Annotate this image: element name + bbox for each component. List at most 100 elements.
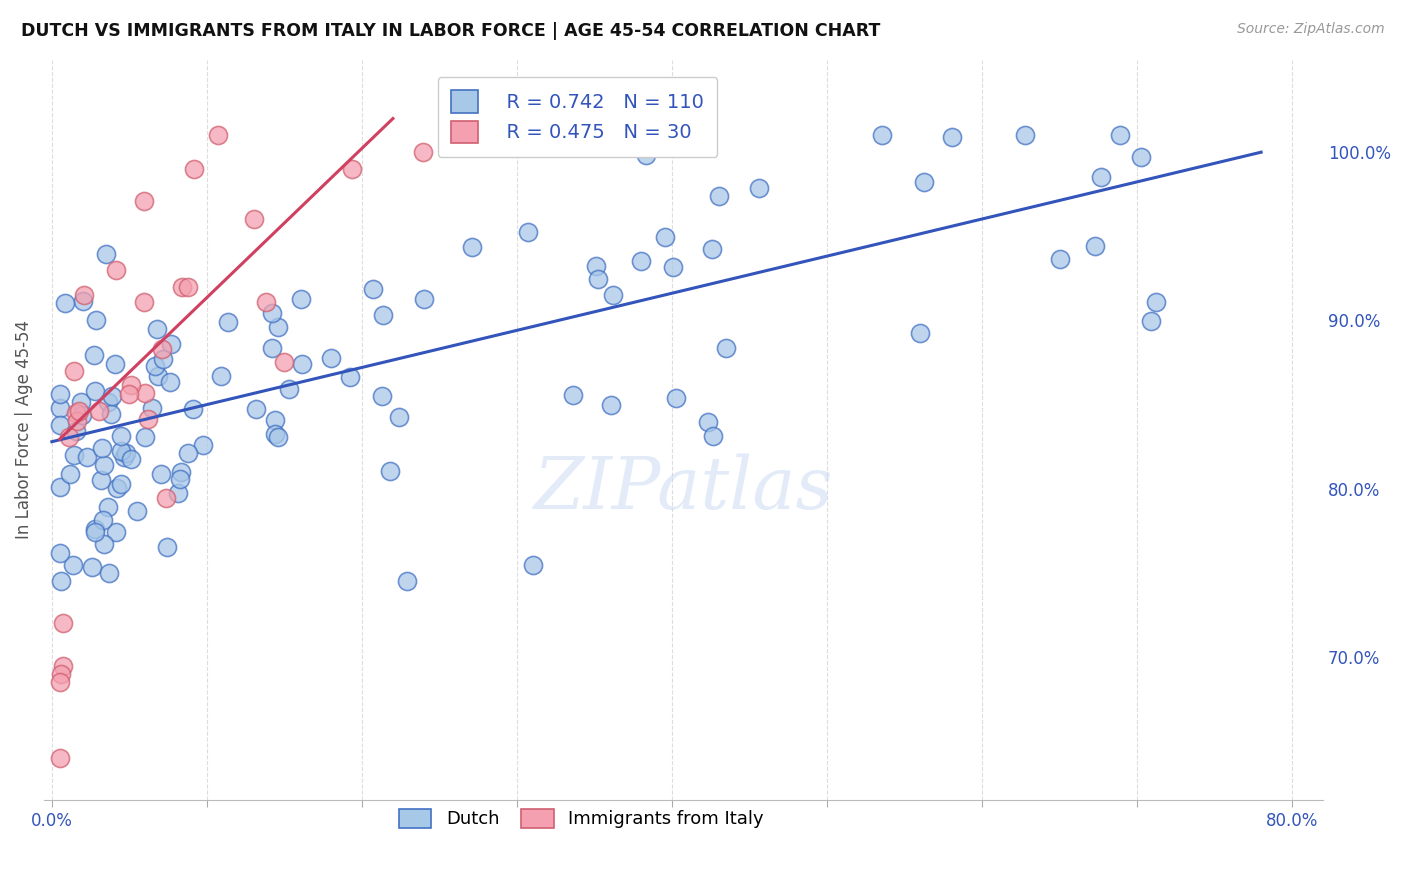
Point: [49, 667, 72, 681]
Point: [562, 388, 585, 402]
Point: [58, 430, 80, 444]
Point: [62, 558, 84, 572]
Point: [586, 271, 609, 285]
Point: [1049, 252, 1071, 266]
Point: [84, 524, 107, 539]
Point: [120, 451, 142, 466]
Point: [245, 402, 267, 417]
Point: [82, 560, 104, 574]
Point: [127, 504, 149, 518]
Point: [170, 280, 193, 294]
Point: [262, 306, 284, 320]
Point: [152, 352, 174, 367]
Point: [52, 616, 75, 631]
Point: [70, 394, 93, 409]
Point: [378, 464, 401, 478]
Point: [63, 448, 86, 462]
Point: [91, 513, 114, 527]
Point: [48, 675, 70, 690]
Point: [273, 355, 295, 369]
Point: [110, 477, 132, 491]
Point: [373, 308, 395, 322]
Point: [177, 445, 200, 459]
Point: [143, 359, 166, 373]
Point: [585, 259, 607, 273]
Point: [104, 263, 127, 277]
Point: [98, 566, 121, 580]
Point: [134, 386, 156, 401]
Point: [59, 467, 82, 482]
Point: [267, 319, 290, 334]
Point: [146, 369, 169, 384]
Point: [714, 341, 737, 355]
Point: [83, 348, 105, 362]
Point: [340, 161, 363, 176]
Point: [110, 429, 132, 443]
Point: [48, 546, 70, 560]
Point: [141, 401, 163, 415]
Point: [146, 322, 169, 336]
Point: [90, 474, 112, 488]
Point: [181, 401, 204, 416]
Point: [90, 441, 112, 455]
Point: [156, 540, 179, 554]
Point: [48, 417, 70, 432]
Point: [65, 406, 87, 420]
Point: [169, 472, 191, 486]
Point: [412, 292, 434, 306]
Point: [166, 486, 188, 500]
Point: [132, 194, 155, 209]
Point: [120, 378, 142, 392]
Point: [872, 128, 894, 143]
Point: [242, 211, 264, 226]
Point: [697, 415, 720, 429]
Point: [53, 295, 76, 310]
Point: [395, 574, 418, 589]
Point: [700, 243, 723, 257]
Point: [1140, 313, 1163, 327]
Point: [1109, 128, 1132, 143]
Point: [49, 574, 72, 589]
Point: [1083, 239, 1105, 253]
Point: [132, 295, 155, 310]
Point: [654, 229, 676, 244]
Point: [912, 175, 935, 189]
Point: [104, 357, 127, 371]
Point: [602, 288, 624, 302]
Point: [62, 364, 84, 378]
Point: [48, 401, 70, 416]
Point: [290, 292, 312, 306]
Point: [630, 254, 652, 268]
Point: [152, 342, 174, 356]
Point: [67, 403, 90, 417]
Point: [48, 386, 70, 401]
Point: [65, 424, 87, 438]
Text: ZIPatlas: ZIPatlas: [534, 454, 834, 524]
Point: [93, 537, 115, 551]
Point: [100, 408, 122, 422]
Point: [636, 148, 658, 162]
Point: [254, 294, 277, 309]
Point: [159, 375, 181, 389]
Point: [370, 389, 392, 403]
Point: [748, 180, 770, 194]
Point: [105, 525, 128, 540]
Point: [118, 387, 141, 401]
Point: [48, 751, 70, 765]
Text: Source: ZipAtlas.com: Source: ZipAtlas.com: [1237, 22, 1385, 37]
Point: [87, 403, 110, 417]
Point: [665, 392, 688, 406]
Point: [84, 384, 107, 398]
Point: [412, 145, 434, 160]
Point: [83, 522, 105, 536]
Point: [388, 409, 411, 424]
Point: [101, 389, 124, 403]
Text: DUTCH VS IMMIGRANTS FROM ITALY IN LABOR FORCE | AGE 45-54 CORRELATION CHART: DUTCH VS IMMIGRANTS FROM ITALY IN LABOR …: [21, 22, 880, 40]
Point: [114, 446, 136, 460]
Point: [207, 128, 229, 143]
Point: [267, 430, 290, 444]
Point: [149, 467, 172, 482]
Point: [707, 189, 730, 203]
Point: [110, 444, 132, 458]
Point: [1144, 295, 1167, 310]
